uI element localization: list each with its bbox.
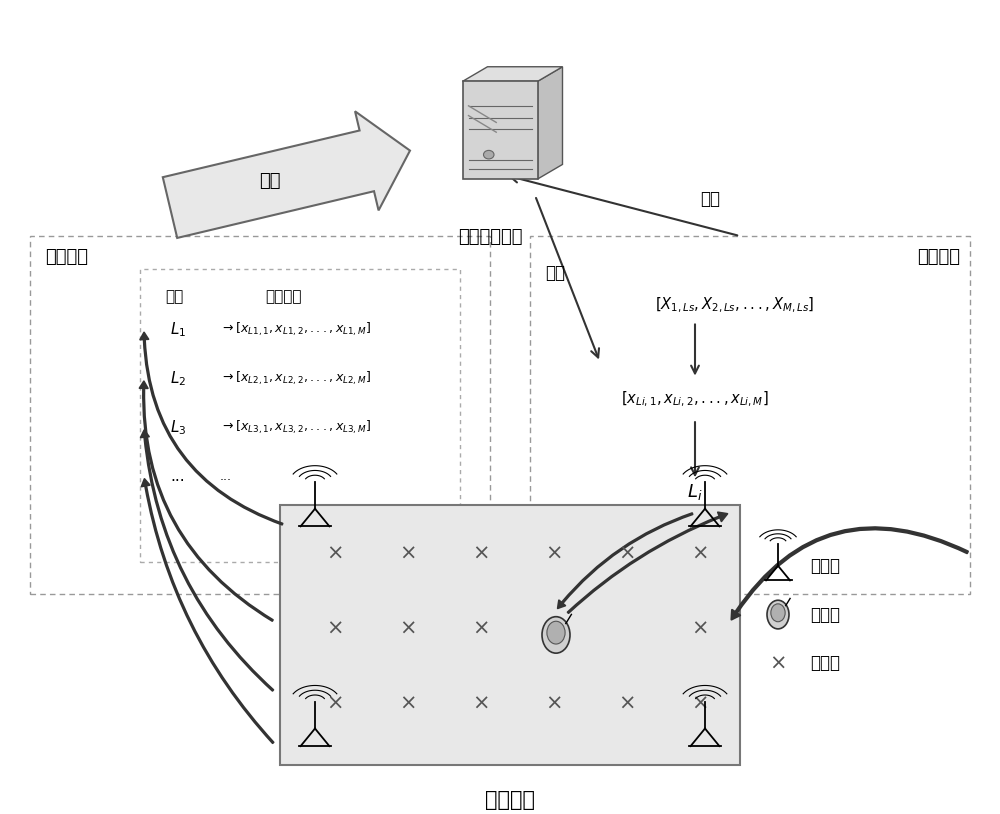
Text: $L_3$: $L_3$	[170, 418, 186, 436]
Polygon shape	[163, 112, 410, 238]
Bar	[30, 236, 490, 594]
Text: ×: ×	[691, 694, 709, 714]
Text: ×: ×	[618, 694, 636, 714]
Text: 查询: 查询	[700, 190, 720, 208]
FancyArrowPatch shape	[558, 513, 693, 608]
Bar	[530, 236, 970, 594]
Text: ×: ×	[769, 654, 787, 673]
Text: ×: ×	[472, 694, 490, 714]
Text: $\rightarrow[x_{L3,1},x_{L3,2},...,x_{L3,M}]$: $\rightarrow[x_{L3,1},x_{L3,2},...,x_{L3…	[220, 418, 371, 436]
Text: ×: ×	[326, 619, 344, 639]
Text: 待测区域: 待测区域	[485, 790, 535, 810]
Ellipse shape	[542, 617, 570, 653]
Bar	[140, 269, 460, 562]
Text: $\rightarrow[x_{L1,1},x_{L1,2},...,x_{L1,M}]$: $\rightarrow[x_{L1,1},x_{L1,2},...,x_{L1…	[220, 321, 371, 339]
Polygon shape	[462, 67, 562, 81]
Text: ...: ...	[170, 469, 185, 484]
Text: 指纹定位: 指纹定位	[917, 248, 960, 266]
Ellipse shape	[771, 604, 785, 622]
Circle shape	[484, 151, 494, 159]
Text: $\rightarrow[x_{L2,1},x_{L2,2},...,x_{L2,M}]$: $\rightarrow[x_{L2,1},x_{L2,2},...,x_{L2…	[220, 370, 371, 387]
Text: 数据处炐中心: 数据处炐中心	[458, 228, 522, 246]
FancyArrowPatch shape	[140, 332, 283, 525]
FancyArrowPatch shape	[568, 512, 727, 613]
Text: ×: ×	[399, 544, 417, 563]
Text: ...: ...	[220, 470, 232, 483]
Text: $[X_{1,Ls},X_{2,Ls},...,X_{M,Ls}]$: $[X_{1,Ls},X_{2,Ls},...,X_{M,Ls}]$	[655, 295, 815, 315]
Text: ×: ×	[326, 544, 344, 563]
Text: 存储: 存储	[259, 172, 281, 190]
Bar	[462, 81, 538, 179]
Text: $L_1$: $L_1$	[170, 321, 186, 339]
FancyArrowPatch shape	[140, 381, 273, 621]
Text: $L_i$: $L_i$	[687, 483, 703, 502]
Ellipse shape	[547, 621, 565, 644]
Text: 能量信息: 能量信息	[265, 289, 302, 304]
Text: ×: ×	[691, 619, 709, 639]
Text: ×: ×	[691, 544, 709, 563]
Text: 指纹测量: 指纹测量	[45, 248, 88, 266]
Text: ×: ×	[545, 694, 563, 714]
Text: ×: ×	[472, 544, 490, 563]
Ellipse shape	[767, 600, 789, 629]
Text: 监测点: 监测点	[810, 557, 840, 575]
Text: ×: ×	[472, 619, 490, 639]
FancyArrowPatch shape	[731, 527, 968, 619]
Text: ×: ×	[618, 544, 636, 563]
Text: 返回: 返回	[545, 264, 565, 282]
Text: $L_2$: $L_2$	[170, 370, 186, 387]
Text: 待测源: 待测源	[810, 606, 840, 624]
Text: ×: ×	[399, 694, 417, 714]
Text: 参考点: 参考点	[810, 654, 840, 672]
FancyArrowPatch shape	[141, 430, 273, 691]
Text: 位置: 位置	[165, 289, 183, 304]
Text: ×: ×	[545, 619, 563, 639]
Text: ×: ×	[545, 544, 563, 563]
Polygon shape	[538, 67, 562, 179]
Text: ×: ×	[399, 619, 417, 639]
Text: ×: ×	[326, 694, 344, 714]
Bar	[280, 505, 740, 765]
FancyArrowPatch shape	[142, 479, 274, 743]
Text: $[x_{Li,1},x_{Li,2},...,x_{Li,M}]$: $[x_{Li,1},x_{Li,2},...,x_{Li,M}]$	[621, 389, 769, 409]
